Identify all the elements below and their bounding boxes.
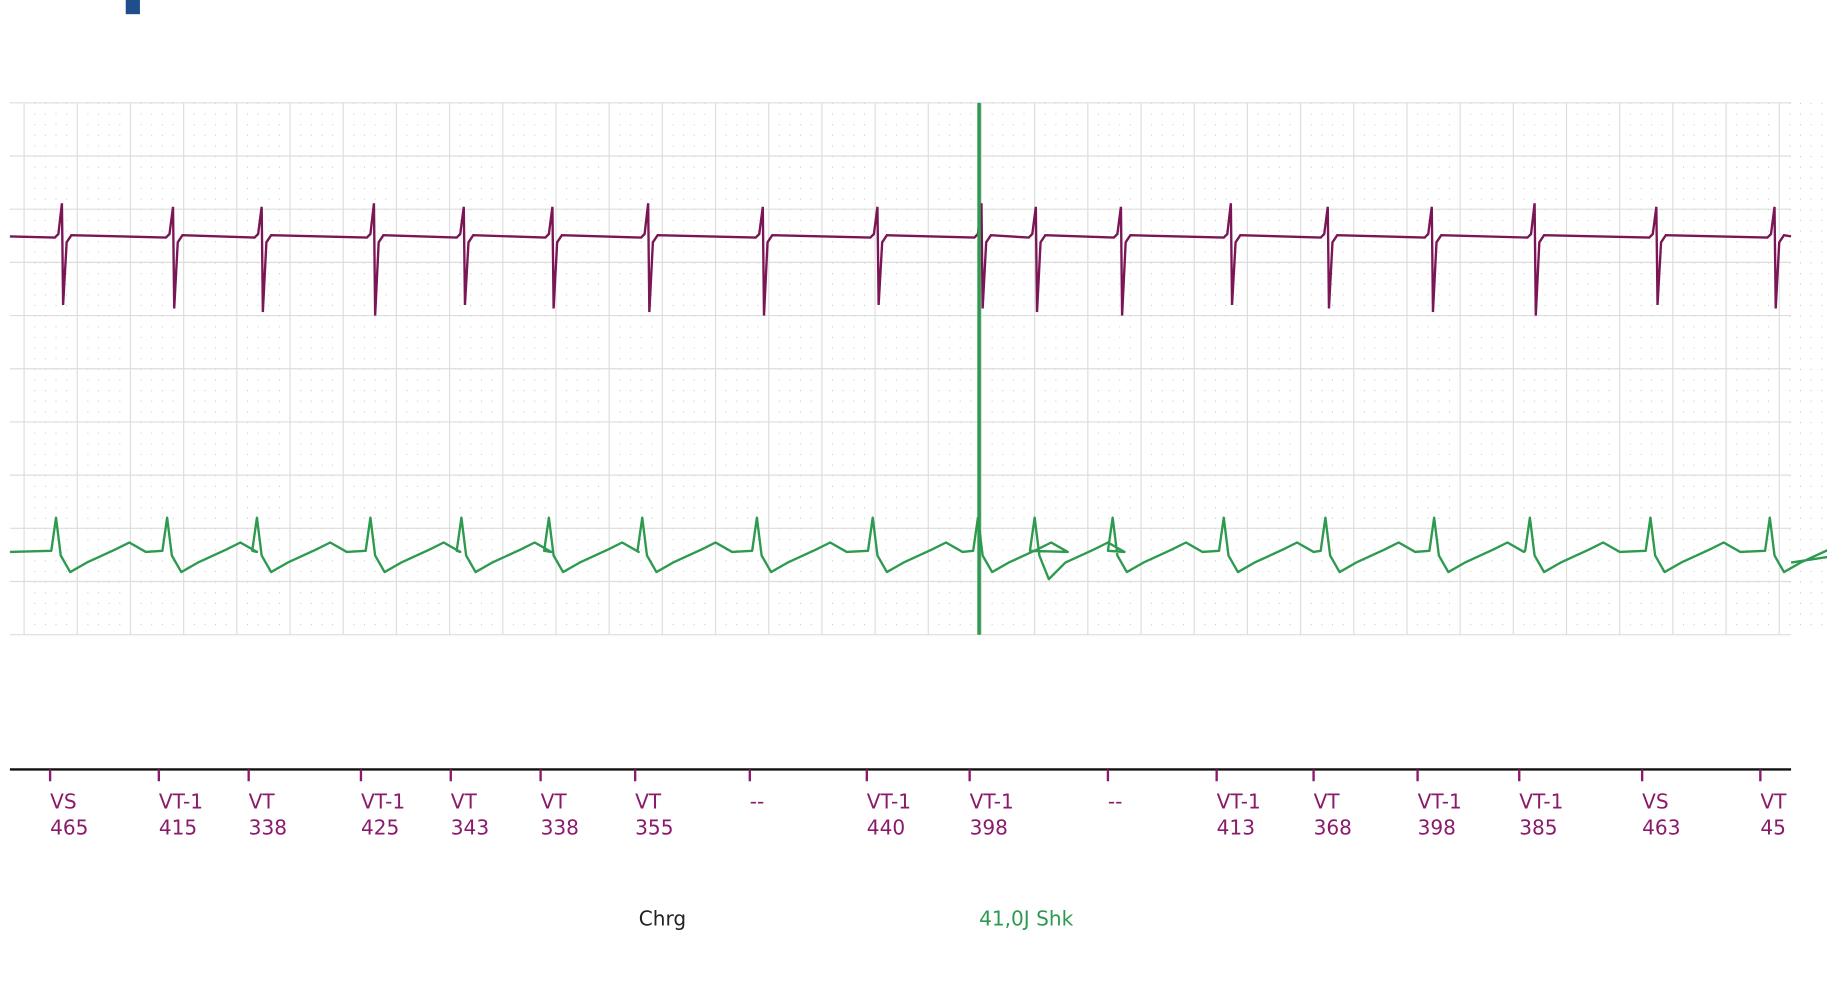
marker-label: VT bbox=[635, 789, 662, 813]
marker-label: VS bbox=[50, 789, 76, 813]
marker-interval: 398 bbox=[1418, 815, 1456, 839]
marker-label: VT-1 bbox=[1217, 789, 1261, 813]
marker-interval: 463 bbox=[1642, 815, 1680, 839]
marker-label: VT-1 bbox=[1418, 789, 1462, 813]
marker-channel: VS465VT-1415VT338VT-1425VT343VT338VT355-… bbox=[48, 769, 1787, 839]
marker-interval: 338 bbox=[249, 815, 287, 839]
marker-label: VT bbox=[249, 789, 276, 813]
marker-label: VT-1 bbox=[1519, 789, 1563, 813]
marker-label: VT-1 bbox=[159, 789, 203, 813]
logo-fragment bbox=[125, 0, 140, 15]
marker-interval: 465 bbox=[50, 815, 88, 839]
marker-interval: 415 bbox=[159, 815, 197, 839]
marker-label: VT bbox=[1760, 789, 1787, 813]
marker-interval: 385 bbox=[1519, 815, 1557, 839]
far-field-trace bbox=[9, 516, 1827, 581]
marker-label: -- bbox=[1108, 789, 1123, 813]
marker-label: VT bbox=[541, 789, 568, 813]
marker-label: -- bbox=[750, 789, 765, 813]
marker-interval: 45 bbox=[1760, 815, 1786, 839]
marker-label: VT bbox=[1314, 789, 1341, 813]
marker-interval: 343 bbox=[451, 815, 489, 839]
marker-interval: 398 bbox=[970, 815, 1008, 839]
marker-interval: 440 bbox=[867, 815, 905, 839]
marker-interval: 413 bbox=[1217, 815, 1255, 839]
marker-label: VT-1 bbox=[361, 789, 405, 813]
marker-label: VT-1 bbox=[867, 789, 911, 813]
traces bbox=[9, 203, 1827, 581]
marker-label: VT bbox=[451, 789, 478, 813]
marker-interval: 368 bbox=[1314, 815, 1352, 839]
charge-annotation: Chrg bbox=[639, 906, 686, 930]
marker-interval: 355 bbox=[635, 815, 673, 839]
marker-label: VS bbox=[1642, 789, 1668, 813]
marker-label: VT-1 bbox=[970, 789, 1014, 813]
marker-interval: 338 bbox=[541, 815, 579, 839]
shock-annotation: 41,0J Shk bbox=[979, 906, 1073, 930]
marker-interval: 425 bbox=[361, 815, 399, 839]
grid bbox=[9, 102, 1823, 636]
ventricular-trace-near bbox=[9, 203, 1792, 316]
